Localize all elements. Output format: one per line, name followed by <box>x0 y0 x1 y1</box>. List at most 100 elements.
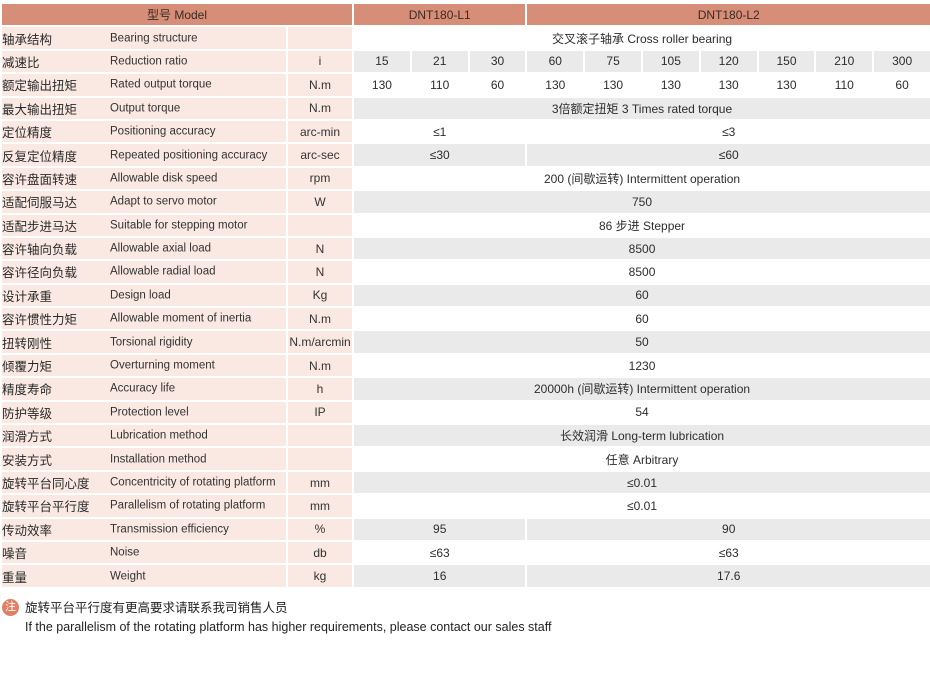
spec-value-cell: 16 <box>352 563 528 589</box>
spec-table: 型号 Model DNT180-L1 DNT180-L2 轴承结构 Bearing… <box>0 1 930 589</box>
spec-name-zh: 倾覆力矩 <box>2 360 53 375</box>
spec-unit-cell: % <box>285 516 355 543</box>
spec-name-zh: 润滑方式 <box>2 430 53 445</box>
spec-value-cell: 60 <box>352 282 930 309</box>
spec-value-cell: 60 <box>872 72 930 98</box>
spec-sheet: 型号 Model DNT180-L1 DNT180-L2 轴承结构 Bearing… <box>0 1 930 634</box>
spec-name-cell: 安装方式 Installation method <box>0 446 288 472</box>
table-row: 安装方式 Installation method 任意 Arbitrary <box>0 446 930 472</box>
table-row: 轴承结构 Bearing structure 交叉滚子轴承 Cross roller… <box>0 25 930 51</box>
model-l2-header: DNT180-L2 <box>525 1 930 28</box>
spec-unit-cell: i <box>285 48 355 75</box>
spec-name-en: Protection level <box>110 406 189 419</box>
spec-name-cell: 扭转刚性 Torsional rigidity <box>0 329 288 355</box>
spec-name-zh: 额定输出扭矩 <box>2 79 78 94</box>
spec-value-cell: 130 <box>525 72 586 98</box>
spec-value-cell: 15 <box>352 48 412 75</box>
spec-name-zh: 安装方式 <box>2 453 53 468</box>
spec-name-cell: 适配伺服马达 Adapt to servo motor <box>0 189 288 215</box>
spec-name-zh: 旋转平台平行度 <box>2 500 90 515</box>
spec-name-en: Parallelism of rotating platform <box>110 499 266 512</box>
spec-name-zh: 传动效率 <box>2 523 53 538</box>
table-row: 适配步进马达 Suitable for stepping motor 86 步进 S… <box>0 212 930 238</box>
spec-name-zh: 容许惯性力矩 <box>2 313 78 328</box>
spec-name-en: Repeated positioning accuracy <box>110 149 268 162</box>
spec-name-cell: 轴承结构 Bearing structure <box>0 25 288 51</box>
spec-name-en: Transmission efficiency <box>110 523 229 536</box>
spec-unit-cell: N <box>285 259 355 285</box>
spec-name-cell: 容许惯性力矩 Allowable moment of inertia <box>0 306 288 332</box>
model-l1-header: DNT180-L1 <box>352 1 528 28</box>
spec-unit-cell: W <box>285 189 355 215</box>
table-row: 设计承重 Design load Kg 60 <box>0 282 930 309</box>
spec-value-cell: ≤3 <box>525 118 930 145</box>
spec-value-cell: 110 <box>814 72 875 98</box>
spec-name-cell: 容许径向负载 Allowable radial load <box>0 259 288 285</box>
spec-name-en: Allowable moment of inertia <box>110 312 252 325</box>
spec-name-cell: 容许盘面转速 Allowable disk speed <box>0 165 288 192</box>
table-row: 传动效率 Transmission efficiency% 95 90 <box>0 516 930 543</box>
table-row: 减速比 Reduction ratio i 15 21 30 60 75 105 120 150 21… <box>0 48 930 75</box>
spec-name-cell: 噪音 Noise <box>0 539 288 566</box>
table-row: 容许轴向负载 Allowable axial load N 8500 <box>0 235 930 262</box>
spec-value-cell: 200 (间歇运转) Intermittent operation <box>352 165 930 192</box>
spec-value-cell: ≤63 <box>352 539 528 566</box>
spec-name-en: Allowable disk speed <box>110 172 218 185</box>
spec-value-cell: 60 <box>467 72 528 98</box>
footnote-en: If the parallelism of the rotating platf… <box>25 619 552 634</box>
spec-name-en: Concentricity of rotating platform <box>110 476 276 489</box>
spec-name-cell: 定位精度 Positioning accuracy <box>0 118 288 145</box>
spec-value-cell: 20000h (间歇运转) Intermittent operation <box>352 376 930 402</box>
spec-name-cell: 润滑方式 Lubrication method <box>0 423 288 449</box>
spec-name-zh: 适配伺服马达 <box>2 196 78 211</box>
spec-value-cell: 长效润滑 Long-term lubrication <box>352 423 930 449</box>
spec-value-cell: 任意 Arbitrary <box>352 446 930 472</box>
spec-unit-cell <box>285 446 355 472</box>
table-row: 容许惯性力矩 Allowable moment of inertia N.m 60 <box>0 306 930 332</box>
spec-name-en: Torsional rigidity <box>110 336 193 349</box>
spec-value-cell: ≤1 <box>352 118 528 145</box>
table-row: 噪音 Noise db ≤63 ≤63 <box>0 539 930 566</box>
spec-name-en: Overturning moment <box>110 359 215 372</box>
spec-value-cell: 130 <box>698 72 759 98</box>
spec-name-zh: 设计承重 <box>2 289 53 304</box>
spec-name-cell: 旋转平台同心度 Concentricity of rotating platfor… <box>0 469 288 496</box>
spec-name-cell: 传动效率 Transmission efficiency <box>0 516 288 543</box>
spec-name-en: Accuracy life <box>110 382 176 395</box>
spec-unit-cell: N.m/arcmin <box>285 329 355 355</box>
spec-value-cell: 21 <box>409 48 470 75</box>
spec-name-cell: 容许轴向负载 Allowable axial load <box>0 235 288 262</box>
spec-name-zh: 精度寿命 <box>2 383 53 398</box>
table-row: 旋转平台平行度 Parallelism of rotating platform m… <box>0 493 930 519</box>
spec-name-en: Adapt to servo motor <box>110 195 217 208</box>
spec-unit-cell: mm <box>285 469 355 496</box>
table-row: 额定输出扭矩 Rated output torque N.m 130 110 60 130 1… <box>0 72 930 98</box>
spec-name-cell: 减速比 Reduction ratio <box>0 48 288 75</box>
spec-value-cell: 105 <box>641 48 701 75</box>
spec-name-cell: 最大输出扭矩 Output torque <box>0 95 288 121</box>
table-row: 最大输出扭矩 Output torque N.m 3倍额定扭矩 3 Times rat… <box>0 95 930 121</box>
spec-name-zh: 防护等级 <box>2 406 53 421</box>
spec-name-cell: 旋转平台平行度 Parallelism of rotating platform <box>0 493 288 519</box>
spec-name-en: Installation method <box>110 453 207 466</box>
spec-unit-cell: kg <box>285 563 355 589</box>
spec-name-zh: 反复定位精度 <box>2 149 78 164</box>
spec-value-cell: 60 <box>352 306 930 332</box>
spec-value-cell: ≤63 <box>525 539 930 566</box>
spec-name-cell: 适配步进马达 Suitable for stepping motor <box>0 212 288 238</box>
table-row: 旋转平台同心度 Concentricity of rotating platfor… <box>0 469 930 496</box>
spec-value-cell: 95 <box>352 516 528 543</box>
spec-value-cell: 60 <box>525 48 586 75</box>
spec-value-cell: 130 <box>756 72 817 98</box>
spec-name-en: Suitable for stepping motor <box>110 219 248 232</box>
spec-unit-cell: arc-min <box>285 118 355 145</box>
footnote-zh: 旋转平台平行度有更高要求请联系我司销售人员 <box>25 600 288 615</box>
spec-name-cell: 倾覆力矩 Overturning moment <box>0 352 288 379</box>
table-row: 润滑方式 Lubrication method 长效润滑 Long-term lub… <box>0 423 930 449</box>
spec-unit-cell: N.m <box>285 95 355 121</box>
spec-unit-cell: mm <box>285 493 355 519</box>
spec-value-cell: 110 <box>409 72 470 98</box>
note-badge-icon: 注 <box>2 598 19 616</box>
spec-name-zh: 噪音 <box>2 547 28 562</box>
spec-unit-cell: arc-sec <box>285 142 355 168</box>
